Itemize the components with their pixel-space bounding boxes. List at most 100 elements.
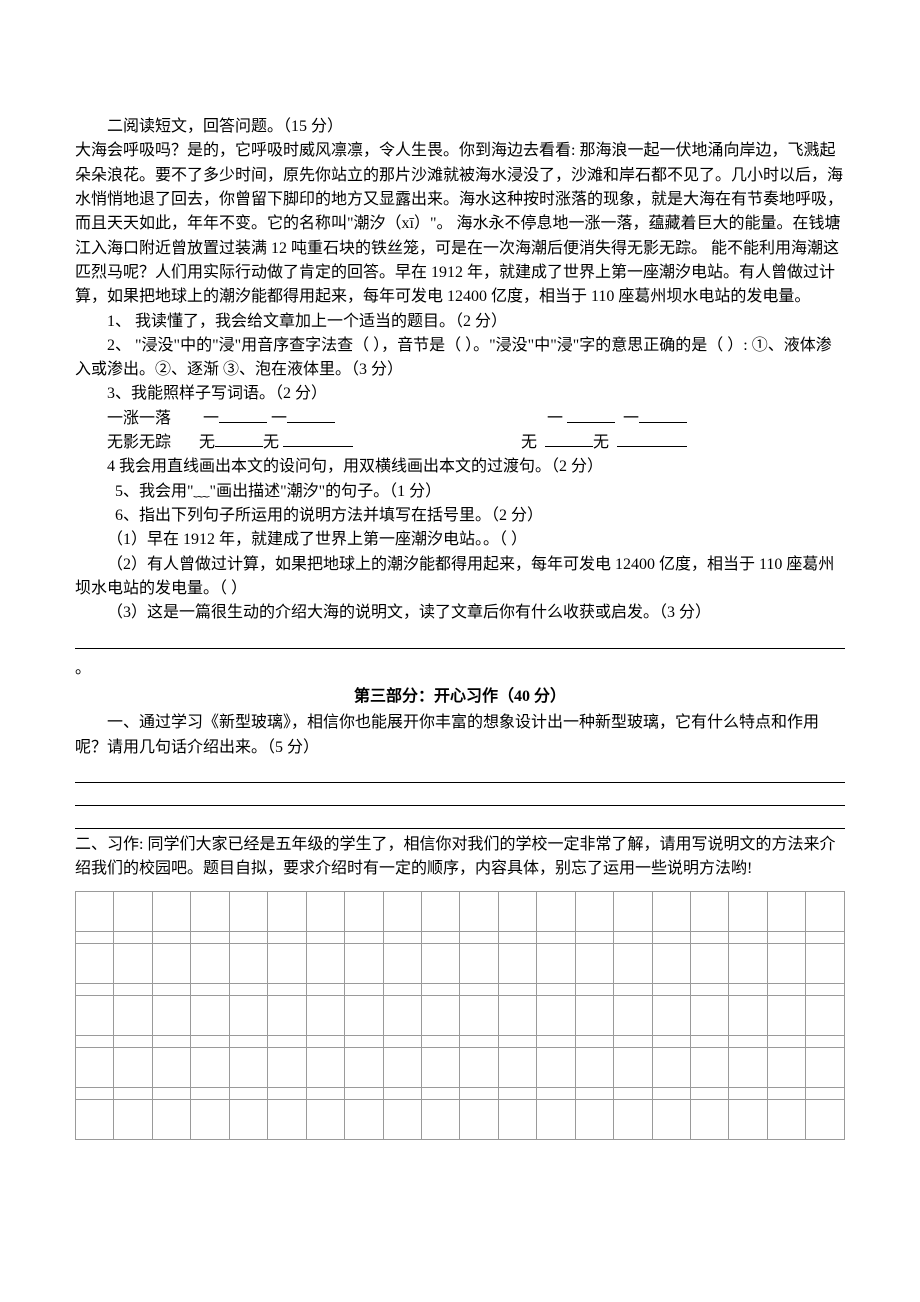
grid-cell[interactable] — [575, 944, 613, 984]
grid-cell[interactable] — [421, 892, 459, 932]
grid-cell[interactable] — [575, 1048, 613, 1088]
grid-cell[interactable] — [537, 892, 575, 932]
grid-cell[interactable] — [421, 1048, 459, 1088]
grid-cell[interactable] — [229, 1100, 267, 1140]
grid-cell[interactable] — [191, 996, 229, 1036]
grid-cell[interactable] — [114, 944, 152, 984]
grid-cell[interactable] — [268, 1100, 306, 1140]
grid-cell[interactable] — [421, 1100, 459, 1140]
grid-cell[interactable] — [152, 1048, 190, 1088]
grid-cell[interactable] — [498, 1048, 536, 1088]
grid-cell[interactable] — [152, 996, 190, 1036]
writing-grid[interactable] — [75, 891, 845, 1140]
grid-cell[interactable] — [345, 1048, 383, 1088]
grid-cell[interactable] — [498, 944, 536, 984]
grid-cell[interactable] — [614, 1048, 652, 1088]
blank[interactable] — [287, 407, 335, 423]
grid-cell[interactable] — [614, 996, 652, 1036]
grid-cell[interactable] — [614, 944, 652, 984]
grid-cell[interactable] — [575, 1100, 613, 1140]
grid-cell[interactable] — [806, 1048, 845, 1088]
grid-cell[interactable] — [460, 1100, 498, 1140]
grid-cell[interactable] — [345, 892, 383, 932]
grid-cell[interactable] — [652, 944, 690, 984]
grid-cell[interactable] — [460, 892, 498, 932]
answer-line[interactable] — [75, 805, 845, 806]
grid-cell[interactable] — [345, 1100, 383, 1140]
grid-cell[interactable] — [152, 944, 190, 984]
grid-cell[interactable] — [729, 944, 767, 984]
grid-cell[interactable] — [76, 892, 114, 932]
grid-cell[interactable] — [614, 1100, 652, 1140]
grid-cell[interactable] — [114, 996, 152, 1036]
grid-cell[interactable] — [306, 1100, 344, 1140]
grid-cell[interactable] — [383, 996, 421, 1036]
grid-cell[interactable] — [767, 892, 805, 932]
grid-cell[interactable] — [421, 996, 459, 1036]
grid-cell[interactable] — [537, 1100, 575, 1140]
grid-cell[interactable] — [691, 1048, 729, 1088]
grid-cell[interactable] — [306, 1048, 344, 1088]
grid-cell[interactable] — [767, 944, 805, 984]
grid-cell[interactable] — [729, 892, 767, 932]
grid-cell[interactable] — [268, 1048, 306, 1088]
blank[interactable] — [639, 407, 687, 423]
grid-cell[interactable] — [114, 892, 152, 932]
grid-cell[interactable] — [268, 892, 306, 932]
grid-cell[interactable] — [421, 944, 459, 984]
grid-cell[interactable] — [229, 892, 267, 932]
grid-cell[interactable] — [229, 944, 267, 984]
grid-cell[interactable] — [498, 1100, 536, 1140]
grid-cell[interactable] — [229, 996, 267, 1036]
grid-cell[interactable] — [537, 1048, 575, 1088]
grid-cell[interactable] — [152, 892, 190, 932]
grid-cell[interactable] — [691, 996, 729, 1036]
grid-cell[interactable] — [767, 1048, 805, 1088]
grid-cell[interactable] — [806, 944, 845, 984]
grid-cell[interactable] — [268, 944, 306, 984]
grid-cell[interactable] — [76, 996, 114, 1036]
grid-cell[interactable] — [806, 996, 845, 1036]
grid-cell[interactable] — [191, 892, 229, 932]
grid-cell[interactable] — [191, 1100, 229, 1140]
grid-cell[interactable] — [575, 996, 613, 1036]
grid-cell[interactable] — [76, 944, 114, 984]
answer-line[interactable] — [75, 828, 845, 829]
blank[interactable] — [567, 407, 615, 423]
grid-cell[interactable] — [191, 944, 229, 984]
answer-line[interactable] — [75, 648, 845, 649]
grid-cell[interactable] — [691, 1100, 729, 1140]
grid-cell[interactable] — [729, 996, 767, 1036]
grid-cell[interactable] — [498, 892, 536, 932]
grid-cell[interactable] — [767, 1100, 805, 1140]
grid-cell[interactable] — [345, 944, 383, 984]
blank[interactable] — [617, 431, 687, 447]
grid-cell[interactable] — [729, 1100, 767, 1140]
grid-cell[interactable] — [614, 892, 652, 932]
grid-cell[interactable] — [191, 1048, 229, 1088]
grid-cell[interactable] — [383, 944, 421, 984]
grid-cell[interactable] — [229, 1048, 267, 1088]
grid-cell[interactable] — [767, 996, 805, 1036]
grid-cell[interactable] — [729, 1048, 767, 1088]
grid-cell[interactable] — [460, 996, 498, 1036]
grid-cell[interactable] — [460, 1048, 498, 1088]
grid-cell[interactable] — [76, 1048, 114, 1088]
grid-cell[interactable] — [383, 892, 421, 932]
grid-cell[interactable] — [306, 892, 344, 932]
grid-cell[interactable] — [806, 1100, 845, 1140]
grid-cell[interactable] — [460, 944, 498, 984]
grid-cell[interactable] — [537, 944, 575, 984]
grid-cell[interactable] — [691, 944, 729, 984]
grid-cell[interactable] — [691, 892, 729, 932]
grid-cell[interactable] — [306, 996, 344, 1036]
blank[interactable] — [283, 431, 353, 447]
grid-cell[interactable] — [806, 892, 845, 932]
grid-cell[interactable] — [652, 1100, 690, 1140]
grid-cell[interactable] — [383, 1048, 421, 1088]
grid-cell[interactable] — [306, 944, 344, 984]
blank[interactable] — [219, 407, 267, 423]
grid-cell[interactable] — [652, 996, 690, 1036]
grid-cell[interactable] — [76, 1100, 114, 1140]
grid-cell[interactable] — [383, 1100, 421, 1140]
